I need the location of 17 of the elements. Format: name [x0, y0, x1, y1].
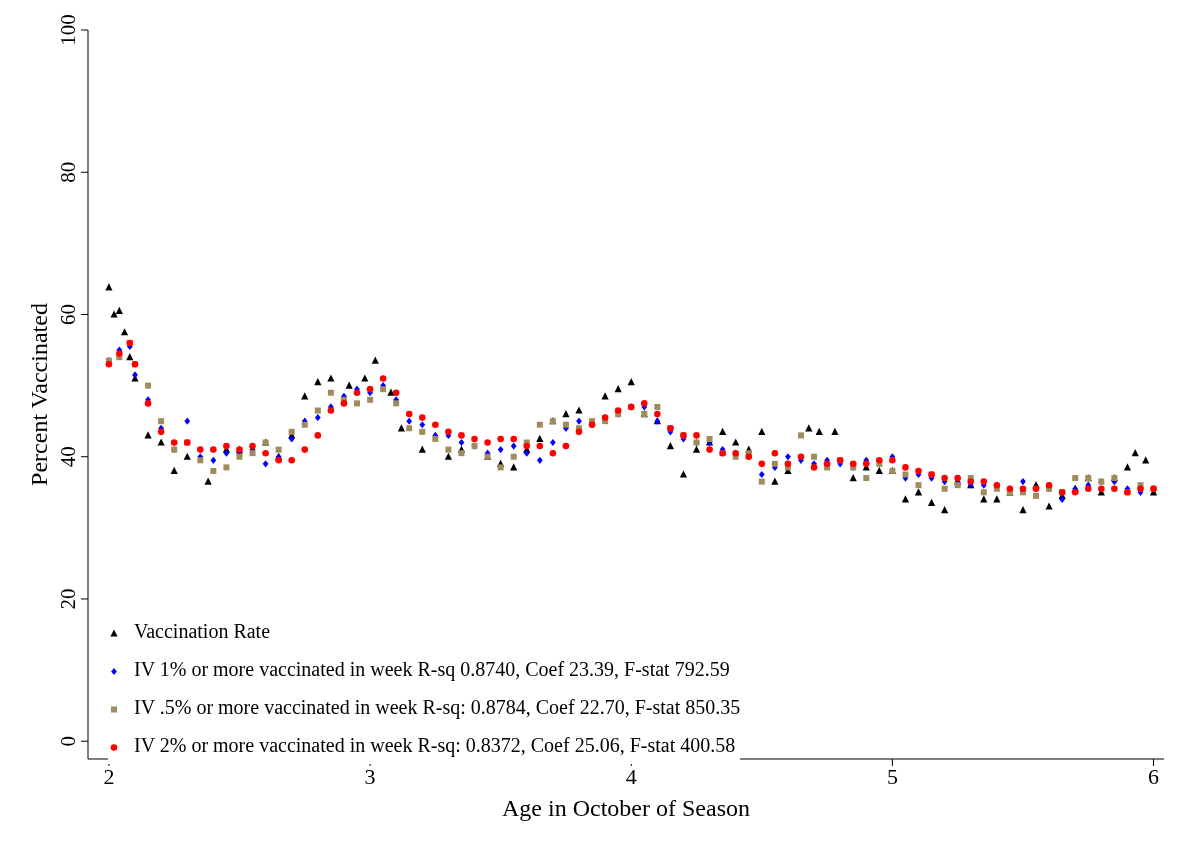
- x-tick-label: 2: [103, 763, 115, 789]
- y-tick-label: 20: [56, 588, 80, 610]
- x-tick-label: 3: [364, 763, 376, 789]
- x-tick-label: 4: [625, 763, 637, 789]
- legend-label: Vaccination Rate: [134, 620, 271, 642]
- y-tick-label: 60: [56, 303, 80, 325]
- y-tick-label: 0: [56, 735, 80, 747]
- x-tick-label: 5: [886, 763, 898, 789]
- y-tick-label: 40: [56, 446, 80, 468]
- legend-label: IV .5% or more vaccinated in week R-sq: 0.8784, Coef 22.70, F-stat 850.35: [134, 696, 741, 718]
- y-tick-label: 80: [56, 161, 80, 183]
- x-axis-title: Age in October of Season: [502, 795, 750, 822]
- y-tick-label: 100: [56, 14, 80, 46]
- legend-label: IV 2% or more vaccinated in week R-sq: 0.8372, Coef 25.06, F-stat 400.58: [134, 734, 736, 756]
- x-tick-label: 6: [1148, 763, 1160, 789]
- y-axis-title: Percent Vaccinated: [25, 303, 52, 486]
- legend-label: IV 1% or more vaccinated in week R-sq 0.8740, Coef 23.39, F-stat 792.59: [134, 658, 730, 680]
